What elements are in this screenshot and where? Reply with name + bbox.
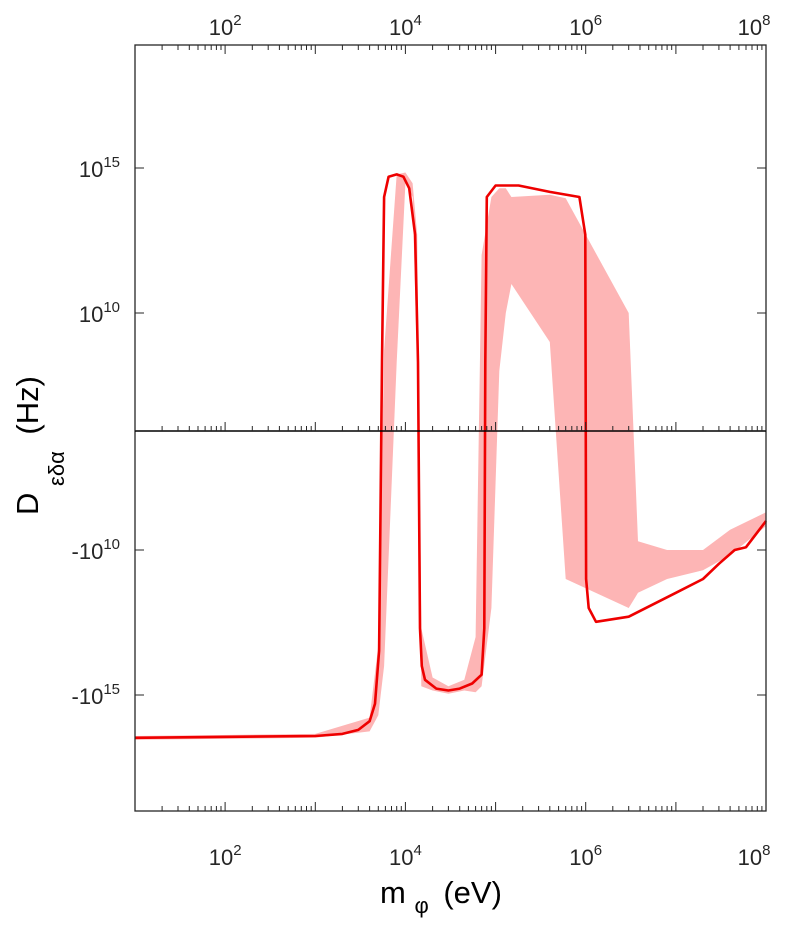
series-line-0 [134, 173, 768, 740]
x-axis-title: m φ (eV) [380, 875, 502, 920]
x-axis-title-sub: φ [414, 893, 428, 918]
x-tick-label-bottom: 102 [209, 842, 242, 870]
y-axis-title-unit: (Hz) [10, 376, 45, 435]
y-tick-label: -1010 [72, 536, 120, 564]
x-tick-label-top: 104 [389, 12, 422, 40]
y-tick-label: 1010 [79, 299, 120, 327]
y-axis-title-sub: εδα [44, 451, 69, 486]
y-tick-label: -1015 [72, 681, 120, 709]
axes-layer [134, 44, 767, 812]
x-tick-label-top: 102 [209, 12, 242, 40]
tick-labels-layer: 102 102 104 104 106 106 108 108 1015 1010 -1010 -10… [72, 12, 771, 870]
y-axis-title: D εδα (Hz) [10, 376, 71, 515]
uncertainty-band [135, 172, 766, 740]
y-tick-label: 1015 [79, 154, 120, 182]
x-tick-label-top: 108 [738, 12, 771, 40]
x-tick-label-bottom: 106 [569, 842, 602, 870]
x-axis-title-unit: (eV) [443, 875, 502, 910]
data-line-layer [134, 173, 768, 740]
uncertainty-band-layer [135, 172, 766, 740]
x-tick-label-bottom: 108 [738, 842, 771, 870]
x-tick-label-bottom: 104 [389, 842, 422, 870]
x-tick-label-top: 106 [569, 12, 602, 40]
